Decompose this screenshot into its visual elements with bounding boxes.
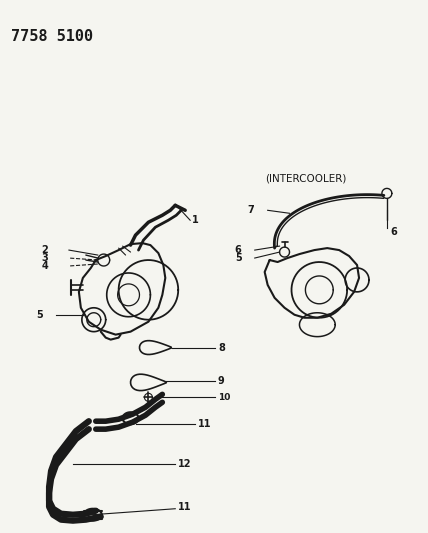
Text: 6: 6 xyxy=(391,227,398,237)
Text: 1: 1 xyxy=(192,215,199,225)
Text: 12: 12 xyxy=(178,459,192,469)
Text: 10: 10 xyxy=(218,393,230,402)
Text: 11: 11 xyxy=(178,502,192,512)
Text: 8: 8 xyxy=(218,343,225,352)
Text: 11: 11 xyxy=(198,419,211,429)
Text: 6: 6 xyxy=(235,245,242,255)
Text: 5: 5 xyxy=(36,310,43,320)
Text: (INTERCOOLER): (INTERCOOLER) xyxy=(265,173,346,183)
Text: 3: 3 xyxy=(41,253,48,263)
Text: 7: 7 xyxy=(248,205,255,215)
Text: 5: 5 xyxy=(235,253,242,263)
Text: 7758 5100: 7758 5100 xyxy=(11,29,93,44)
Text: 9: 9 xyxy=(218,376,225,386)
Text: 4: 4 xyxy=(41,261,48,271)
Text: 2: 2 xyxy=(41,245,48,255)
